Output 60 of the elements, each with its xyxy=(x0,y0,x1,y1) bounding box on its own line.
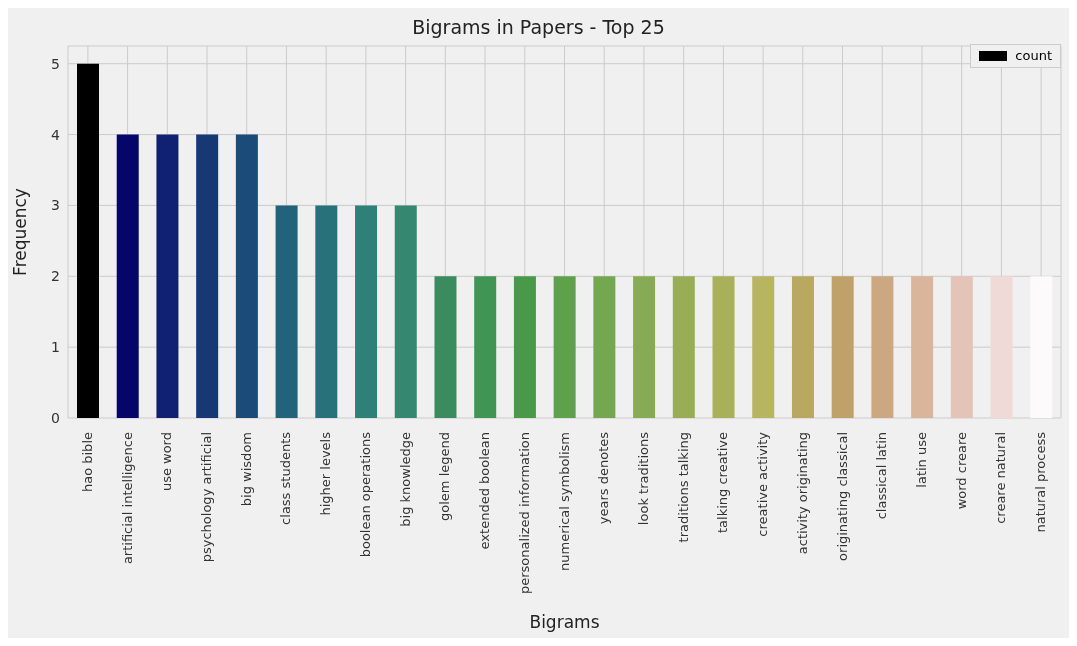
y-tick-label: 4 xyxy=(51,126,61,143)
x-tick-label: natural process xyxy=(1033,431,1049,533)
bar xyxy=(513,276,536,418)
y-tick-label: 0 xyxy=(51,409,60,426)
x-tick-label: creative activity xyxy=(755,431,771,537)
bar xyxy=(1030,276,1053,418)
bar xyxy=(633,276,656,418)
x-tick-label: latin use xyxy=(913,432,929,488)
bar xyxy=(752,276,775,418)
x-tick-label: years denotes xyxy=(596,431,612,525)
y-tick-label: 3 xyxy=(51,197,60,214)
x-tick-label: artificial intelligence xyxy=(119,432,135,565)
x-tick-label: look traditions xyxy=(635,431,651,526)
bar xyxy=(990,276,1013,418)
bar xyxy=(950,276,973,418)
x-tick-label: talking creative xyxy=(715,432,731,534)
x-tick-label: hao bible xyxy=(79,432,95,493)
y-tick-label: 1 xyxy=(51,339,60,356)
bar xyxy=(355,205,378,418)
bar xyxy=(394,205,417,418)
bar xyxy=(791,276,814,418)
bar xyxy=(235,134,258,418)
bar xyxy=(275,205,298,418)
bar xyxy=(116,134,139,418)
x-tick-label: use word xyxy=(159,432,175,492)
x-tick-label: originating classical xyxy=(834,432,850,561)
x-tick-label: traditions talking xyxy=(675,432,691,543)
x-tick-label: golem legend xyxy=(437,432,453,521)
x-tick-label: personalized information xyxy=(516,432,532,594)
x-axis-title: Bigrams xyxy=(529,612,600,632)
bar xyxy=(434,276,457,418)
x-tick-label: class students xyxy=(278,431,294,525)
bar xyxy=(712,276,735,418)
bar xyxy=(196,134,219,418)
y-tick-label: 2 xyxy=(51,268,60,285)
bar xyxy=(593,276,616,418)
bar xyxy=(871,276,894,418)
x-tick-label: higher levels xyxy=(318,431,334,516)
x-tick-label: big knowledge xyxy=(397,432,413,527)
y-axis-title: Frequency xyxy=(10,188,31,276)
y-tick-label: 5 xyxy=(51,55,60,72)
x-tick-label: boolean operations xyxy=(357,431,373,558)
bar xyxy=(315,205,338,418)
chart-title: Bigrams in Papers - Top 25 xyxy=(411,16,666,38)
x-tick-label: numerical symbolism xyxy=(556,432,572,571)
bar xyxy=(156,134,179,418)
x-tick-label: word creare xyxy=(953,432,969,510)
legend-label: count xyxy=(1014,48,1052,63)
bar xyxy=(831,276,854,418)
bar xyxy=(553,276,576,418)
x-tick-label: extended boolean xyxy=(477,432,493,550)
x-tick-label: creare natural xyxy=(993,432,1009,524)
x-tick-label: activity originating xyxy=(794,432,810,555)
bar xyxy=(672,276,695,418)
x-tick-label: classical latin xyxy=(874,432,890,520)
x-tick-label: psychology artificial xyxy=(199,432,215,563)
bar xyxy=(77,63,99,418)
bar xyxy=(911,276,934,418)
x-tick-label: big wisdom xyxy=(238,432,254,507)
bar xyxy=(474,276,497,418)
